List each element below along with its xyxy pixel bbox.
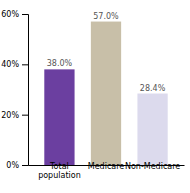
chart: 0% 20% 40% 60% Totalpopulation MedicareNon-Me… (0, 0, 190, 193)
tick-label: Non-Medicare (125, 162, 180, 171)
tick-mark (22, 14, 28, 15)
tick-label: 40% (1, 60, 19, 69)
tick: Totalpopulation (38, 162, 81, 180)
x-axis: Totalpopulation MedicareNon-Medicare (29, 162, 185, 180)
tick-label: Medicare (88, 162, 125, 171)
bar (44, 69, 74, 165)
tick-mark (22, 115, 28, 116)
tick-label: 60% (1, 10, 19, 19)
tick: 60% (1, 10, 28, 19)
data-label: 38.0% (47, 59, 73, 68)
tick-label-line: Non-Medicare (125, 162, 180, 171)
tick-mark (22, 165, 28, 166)
data-label: 57.0% (93, 12, 119, 21)
plot: 0% 20% 40% 60% Totalpopulation MedicareNon-Me… (1, 10, 184, 180)
data-labels: 38.0% 57.0% 28.4% (47, 12, 166, 93)
bar (91, 22, 121, 165)
tick: Medicare (88, 162, 125, 171)
bars (44, 22, 167, 165)
bar (137, 94, 167, 165)
y-axis: 0% 20% 40% 60% (1, 10, 28, 170)
tick-label: 20% (1, 111, 19, 120)
tick: Non-Medicare (125, 162, 180, 171)
tick-label: Totalpopulation (38, 162, 81, 180)
data-label: 28.4% (140, 84, 166, 93)
tick-mark (22, 64, 28, 65)
tick: 20% (1, 111, 28, 120)
tick-label-line: Medicare (88, 162, 125, 171)
axis-line (22, 15, 29, 166)
tick: 0% (6, 161, 28, 170)
tick-label-line: population (38, 171, 81, 180)
tick-label-line: Total (49, 162, 69, 171)
tick-label: 0% (6, 161, 19, 170)
tick: 40% (1, 60, 28, 69)
